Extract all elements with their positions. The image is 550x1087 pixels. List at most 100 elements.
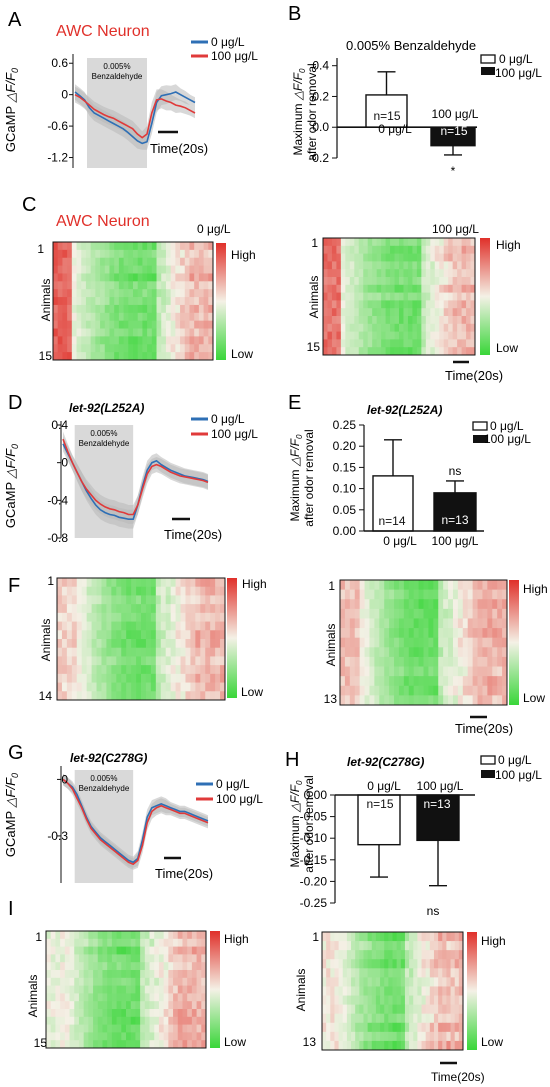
heatmap-cell xyxy=(158,977,165,986)
heatmap-cell xyxy=(116,985,122,994)
heatmap-cell xyxy=(355,1031,360,1042)
heatmap-cell xyxy=(448,277,454,286)
y-tick-label: -0.20 xyxy=(300,874,328,888)
heatmap-cell xyxy=(64,985,70,994)
heatmap-cell xyxy=(133,281,139,290)
heatmap-cell xyxy=(372,284,378,293)
heatmap-cell xyxy=(156,320,162,329)
heatmap-cell xyxy=(90,257,96,266)
heatmap-cell xyxy=(76,242,82,251)
heatmap-cell xyxy=(334,932,339,942)
heatmap-cell xyxy=(399,316,404,325)
panel-e: E let-92(L252A) 0 μg/L 100 μg/L Maximum … xyxy=(288,392,531,548)
heatmap-cell xyxy=(81,630,88,640)
heatmap-cell xyxy=(175,630,181,640)
heatmap-cell xyxy=(487,599,493,610)
heatmap-cell xyxy=(349,637,356,648)
heatmap-cell xyxy=(61,604,68,614)
heatmap-cell xyxy=(367,316,373,325)
sem-band-treated xyxy=(63,431,208,524)
heatmap-cell xyxy=(363,932,369,942)
heatmap-cell xyxy=(369,656,375,667)
heatmap-cell xyxy=(140,1016,146,1025)
heatmap-cell xyxy=(374,608,380,619)
heatmap-cell xyxy=(458,995,464,1006)
heatmap-cell xyxy=(396,950,402,960)
heatmap-cell xyxy=(74,1009,80,1018)
heatmap-cell xyxy=(53,265,59,274)
x-category-treated: 100 μg/L xyxy=(432,107,479,121)
heatmap-cell xyxy=(177,962,183,971)
heatmap-cell xyxy=(336,339,342,348)
heatmap-cell xyxy=(363,292,369,301)
heatmap-cell xyxy=(107,962,113,971)
heatmap-cell xyxy=(126,1016,132,1025)
heatmap-cell xyxy=(78,962,85,971)
heatmap-cell xyxy=(96,612,102,622)
heatmap-cell xyxy=(448,599,454,610)
heatmap-cell xyxy=(190,691,196,701)
heatmap-cell xyxy=(354,300,360,309)
heatmap-cell xyxy=(470,339,476,348)
heatmap-cell xyxy=(334,1013,339,1024)
heatmap-cell xyxy=(155,691,162,701)
heatmap-cell xyxy=(121,1001,127,1010)
legend-treated-label: 100 μg/L xyxy=(484,432,531,446)
heatmap-cell xyxy=(396,1040,402,1051)
heatmap-cell xyxy=(323,245,328,254)
heatmap-cell xyxy=(421,253,427,262)
heatmap-frame xyxy=(56,577,226,701)
heatmap-cell xyxy=(57,344,63,353)
heatmap-cell xyxy=(340,238,346,247)
heatmap-cell xyxy=(55,931,61,940)
heatmap-cell xyxy=(191,1032,197,1041)
heatmap-cell xyxy=(182,985,188,994)
heatmap-cell xyxy=(418,637,424,648)
heatmap-cell xyxy=(492,647,498,658)
heatmap-cell xyxy=(381,292,386,301)
heatmap-cell xyxy=(396,1022,402,1033)
heatmap-cell xyxy=(461,292,467,301)
heatmap-cell xyxy=(62,281,68,290)
heatmap-cell xyxy=(375,995,381,1006)
heatmap-cell xyxy=(457,637,464,648)
heatmap-cell xyxy=(210,595,216,605)
heatmap-cell xyxy=(215,621,221,631)
heatmap-cell xyxy=(430,261,436,270)
heatmap-cell xyxy=(76,691,83,701)
heatmap-cell xyxy=(200,673,206,683)
heatmap-cell xyxy=(421,950,427,960)
heatmap-cell xyxy=(101,612,107,622)
heatmap-cell xyxy=(128,289,134,298)
heatmap-cell xyxy=(372,347,378,356)
heatmap-cell xyxy=(327,316,333,325)
heatmap-cell xyxy=(477,628,483,639)
heatmap-cell xyxy=(443,300,449,309)
heatmap-cell xyxy=(384,589,390,600)
heatmap-cell xyxy=(198,328,204,337)
heatmap-cell xyxy=(175,612,181,622)
heatmap-cell xyxy=(389,580,395,591)
heatmap-cell xyxy=(379,647,385,658)
heatmap-cell xyxy=(344,608,351,619)
heatmap-cell xyxy=(408,628,415,639)
heatmap-cell xyxy=(57,595,63,605)
heatmap-cell xyxy=(101,586,107,596)
heatmap-cell xyxy=(388,1040,393,1051)
heatmap-cell xyxy=(137,352,143,361)
heatmap-cell xyxy=(109,320,115,329)
heatmap-cell xyxy=(185,647,191,657)
heatmap-cell xyxy=(330,1013,335,1024)
stimulus-window xyxy=(74,770,134,883)
heatmap-cell xyxy=(443,695,449,706)
heatmap-cell xyxy=(412,323,418,332)
heatmap-cell xyxy=(334,995,339,1006)
heatmap-cell xyxy=(421,269,427,278)
heatmap-cell xyxy=(137,320,143,329)
heatmap-cell xyxy=(130,938,136,947)
panel-f-right-first-row: 1 xyxy=(328,579,335,593)
heatmap-cell xyxy=(443,676,449,687)
heatmap-cell xyxy=(450,995,456,1006)
heatmap-cell xyxy=(158,1001,165,1010)
heatmap-cell xyxy=(160,621,167,631)
